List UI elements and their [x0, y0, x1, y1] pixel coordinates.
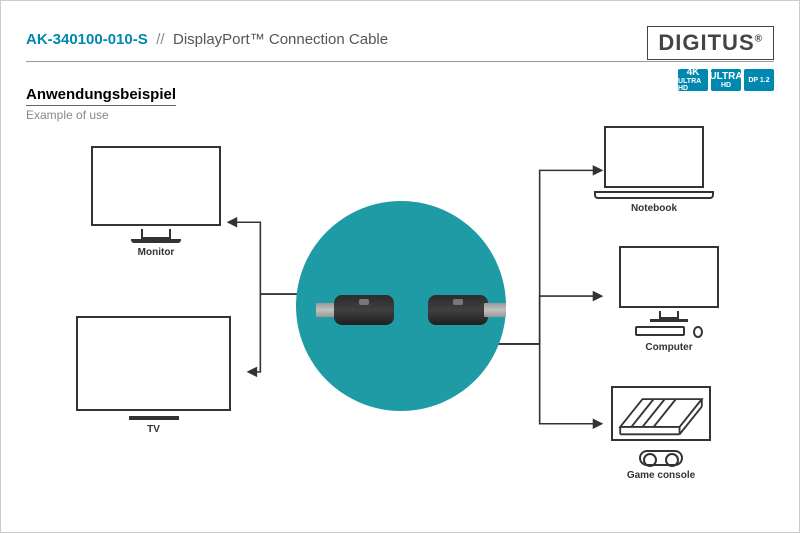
badge-uhd: ULTRAHD [711, 69, 741, 91]
notebook-label: Notebook [594, 203, 714, 214]
datasheet-page: DIGITUS® AK-340100-010-S // DisplayPort™… [0, 0, 800, 533]
keyboard-icon [635, 326, 685, 336]
device-console: Game console [611, 386, 711, 481]
section-heading: Anwendungsbeispiel Example of use [26, 86, 176, 122]
tv-label: TV [76, 424, 231, 435]
device-computer: Computer [619, 246, 719, 353]
monitor-label: Monitor [91, 247, 221, 258]
connector-right-icon [426, 281, 506, 341]
computer-icon [619, 246, 719, 308]
spec-badges: 4KULTRA HD ULTRAHD DP 1.2 [678, 69, 774, 91]
mouse-icon [693, 326, 703, 338]
console-icon [611, 386, 711, 441]
header-rule [26, 61, 774, 62]
tv-icon [76, 316, 231, 411]
product-code: AK-340100-010-S [26, 31, 148, 48]
monitor-icon [91, 146, 221, 226]
separator: // [156, 31, 164, 48]
notebook-icon [604, 126, 704, 188]
product-name: DisplayPort™ Connection Cable [173, 31, 388, 48]
heading-de: Anwendungsbeispiel [26, 86, 176, 106]
controller-icon [639, 450, 683, 466]
use-case-diagram: Monitor TV Notebook Computer [1, 121, 799, 527]
connector-left-icon [316, 281, 396, 341]
device-notebook: Notebook [594, 126, 714, 214]
device-monitor: Monitor [91, 146, 221, 258]
computer-label: Computer [619, 342, 719, 353]
badge-dp: DP 1.2 [744, 69, 774, 91]
heading-en: Example of use [26, 108, 176, 122]
console-label: Game console [611, 470, 711, 481]
badge-4k: 4KULTRA HD [678, 69, 708, 91]
device-tv: TV [76, 316, 231, 435]
cable-illustration [316, 281, 506, 341]
header-bar: AK-340100-010-S // DisplayPort™ Connecti… [26, 31, 774, 71]
